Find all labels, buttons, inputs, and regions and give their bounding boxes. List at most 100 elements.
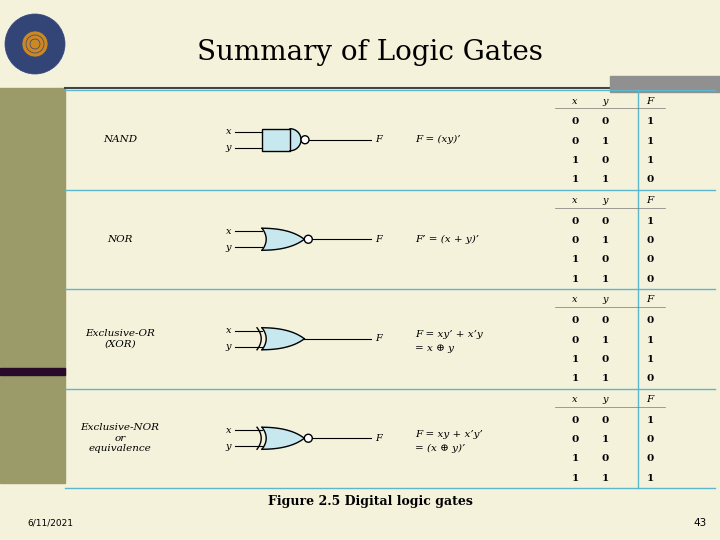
Polygon shape <box>262 228 305 250</box>
Text: 0: 0 <box>572 137 579 146</box>
Text: 1: 1 <box>572 275 579 284</box>
Text: 0: 0 <box>647 275 654 284</box>
Text: Exclusive-NOR
or
equivalence: Exclusive-NOR or equivalence <box>81 423 160 453</box>
Circle shape <box>22 31 48 57</box>
Text: = x ⊕ y: = x ⊕ y <box>415 345 454 353</box>
Polygon shape <box>290 129 301 151</box>
Text: 1: 1 <box>601 137 608 146</box>
Text: F: F <box>647 97 654 105</box>
Text: F: F <box>647 295 654 305</box>
Text: Figure 2.5 Digital logic gates: Figure 2.5 Digital logic gates <box>268 496 472 509</box>
Text: F: F <box>375 334 382 343</box>
Text: NAND: NAND <box>103 135 137 144</box>
Text: 43: 43 <box>693 518 706 528</box>
Text: 0: 0 <box>572 435 579 444</box>
Text: 1: 1 <box>647 156 654 165</box>
Text: x: x <box>225 426 231 435</box>
Polygon shape <box>262 328 305 350</box>
Text: x: x <box>225 227 231 236</box>
Text: 0: 0 <box>601 117 608 126</box>
Text: 1: 1 <box>572 455 579 463</box>
Polygon shape <box>262 427 305 449</box>
Circle shape <box>301 136 309 144</box>
Text: y: y <box>225 442 231 451</box>
Circle shape <box>30 39 40 49</box>
Text: x: x <box>572 395 577 404</box>
Text: F’ = (x + y)’: F’ = (x + y)’ <box>415 235 479 244</box>
Text: 0: 0 <box>601 156 608 165</box>
Text: 0: 0 <box>601 316 608 325</box>
Text: 1: 1 <box>647 137 654 146</box>
Text: 1: 1 <box>647 355 654 364</box>
Text: F = xy + x’y’: F = xy + x’y’ <box>415 430 482 438</box>
Text: 0: 0 <box>647 374 654 383</box>
Text: F: F <box>375 135 382 144</box>
Text: 1: 1 <box>601 275 608 284</box>
Text: 1: 1 <box>601 474 608 483</box>
Text: NOR: NOR <box>107 235 132 244</box>
Text: 0: 0 <box>647 255 654 265</box>
Text: 1: 1 <box>601 335 608 345</box>
Text: x: x <box>572 196 577 205</box>
Text: F: F <box>647 395 654 404</box>
Bar <box>0 368 65 375</box>
Text: 0: 0 <box>647 455 654 463</box>
Circle shape <box>13 22 57 66</box>
Text: 1: 1 <box>647 416 654 424</box>
Circle shape <box>5 14 65 74</box>
Text: y: y <box>602 196 608 205</box>
Text: 1: 1 <box>572 374 579 383</box>
Circle shape <box>305 235 312 243</box>
Text: 1: 1 <box>601 374 608 383</box>
Text: 0: 0 <box>572 236 579 245</box>
Text: y: y <box>225 243 231 252</box>
Bar <box>0 88 65 483</box>
Text: 0: 0 <box>647 236 654 245</box>
Text: 0: 0 <box>601 217 608 226</box>
Text: 1: 1 <box>601 435 608 444</box>
Text: = (x ⊕ y)’: = (x ⊕ y)’ <box>415 444 465 453</box>
Text: 1: 1 <box>572 355 579 364</box>
Text: 1: 1 <box>601 176 608 184</box>
Text: 0: 0 <box>601 355 608 364</box>
Text: F: F <box>375 434 382 443</box>
Text: 0: 0 <box>601 255 608 265</box>
Text: 1: 1 <box>647 117 654 126</box>
Text: 1: 1 <box>572 176 579 184</box>
Bar <box>610 76 720 92</box>
Text: y: y <box>225 342 231 351</box>
Text: 0: 0 <box>572 217 579 226</box>
Text: 1: 1 <box>572 156 579 165</box>
Text: 0: 0 <box>601 416 608 424</box>
Text: y: y <box>602 295 608 305</box>
Text: F: F <box>647 196 654 205</box>
Text: 0: 0 <box>601 455 608 463</box>
Text: 0: 0 <box>647 435 654 444</box>
Text: x: x <box>572 97 577 105</box>
Text: 0: 0 <box>647 176 654 184</box>
Text: 0: 0 <box>572 335 579 345</box>
Text: Exclusive-OR
(XOR): Exclusive-OR (XOR) <box>85 329 155 348</box>
Text: 0: 0 <box>572 316 579 325</box>
Circle shape <box>305 434 312 442</box>
Text: 1: 1 <box>647 217 654 226</box>
Text: y: y <box>602 97 608 105</box>
Text: x: x <box>225 326 231 335</box>
Text: F = xy’ + x’y: F = xy’ + x’y <box>415 330 482 339</box>
Text: 6/11/2021: 6/11/2021 <box>27 518 73 528</box>
Text: F = (xy)’: F = (xy)’ <box>415 135 461 144</box>
FancyBboxPatch shape <box>262 129 290 151</box>
Text: y: y <box>225 143 231 152</box>
Text: 0: 0 <box>572 416 579 424</box>
Text: x: x <box>225 127 231 136</box>
Text: 1: 1 <box>647 335 654 345</box>
Text: Summary of Logic Gates: Summary of Logic Gates <box>197 38 543 65</box>
Text: x: x <box>572 295 577 305</box>
Text: 0: 0 <box>647 316 654 325</box>
Circle shape <box>5 14 65 74</box>
Text: 1: 1 <box>647 474 654 483</box>
Text: 0: 0 <box>572 117 579 126</box>
Text: y: y <box>602 395 608 404</box>
Text: 1: 1 <box>572 255 579 265</box>
Text: 1: 1 <box>572 474 579 483</box>
